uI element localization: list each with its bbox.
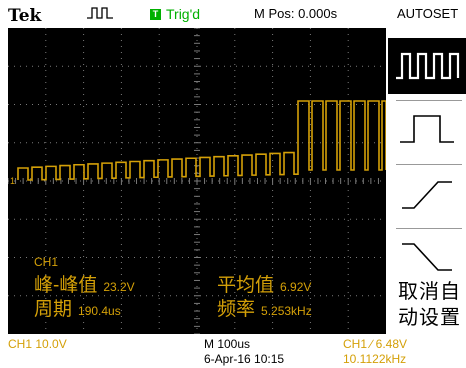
trigger-frequency: 10.1122kHz [343,352,407,366]
autoset-menu-title: AUTOSET [397,6,459,21]
bottom-status-bar [0,334,466,368]
menu-divider [396,100,462,101]
rising-edge-icon [402,181,452,209]
autoset-side-menu [388,28,466,334]
timebase-value: M 100us [204,337,251,351]
menu-divider [396,164,462,165]
cancel-autoset-label-line1[interactable]: 取消自 [398,281,461,303]
frequency-measurement: 频率 5.253kHz [217,294,312,321]
falling-edge-icon [402,243,452,271]
pk-pk-measurement: 峰-峰值 23.2V [34,270,135,297]
period-label: 周期 [34,299,73,320]
period-measurement: 周期 190.4us [34,294,121,321]
menu-multi-cycle-square[interactable] [388,38,466,94]
mean-measurement: 平均值 6.92V [217,270,311,297]
ch1-waveform-trace [17,100,386,181]
trigger-level: CH1 ∕ 6.48V [343,337,408,351]
menu-falling-edge[interactable] [388,230,466,286]
cancel-autoset-label-line2[interactable]: 动设置 [398,307,461,329]
trigger-position-icon [198,32,206,40]
single-cycle-square-icon [400,115,454,143]
pk-pk-value: 23.2V [103,280,135,294]
frequency-value: 5.253kHz [261,304,312,318]
horizontal-position-readout: M Pos: 0.000s [254,6,338,21]
mean-value: 6.92V [280,280,312,294]
acquisition-mode-icon [87,7,113,19]
pk-pk-label: 峰-峰值 [34,275,98,296]
trigger-status-icon: T [150,9,161,20]
brand-logo: Tek [8,6,42,26]
menu-divider [396,228,462,229]
mean-label: 平均值 [217,275,275,296]
waveform-display: 1 [8,28,386,334]
menu-rising-edge[interactable] [388,166,466,222]
top-status-bar [0,0,466,28]
period-value: 190.4us [78,304,121,318]
trigger-status-text: Trig'd [166,6,201,22]
date-time: 6-Apr-16 10:15 [204,352,285,366]
frequency-label: 频率 [217,299,256,320]
timebase-readout: M 100us 6-Apr-16 10:15 [204,337,284,367]
ch1-marker: 1 [10,176,15,186]
menu-single-cycle-square[interactable] [388,102,466,158]
trigger-readout: CH1 ∕ 6.48V 10.1122kHz [343,337,407,367]
ch1-vertical-scale: CH1 10.0V [8,337,67,351]
multi-cycle-square-icon [396,52,460,80]
measurement-channel-label: CH1 [34,255,59,269]
